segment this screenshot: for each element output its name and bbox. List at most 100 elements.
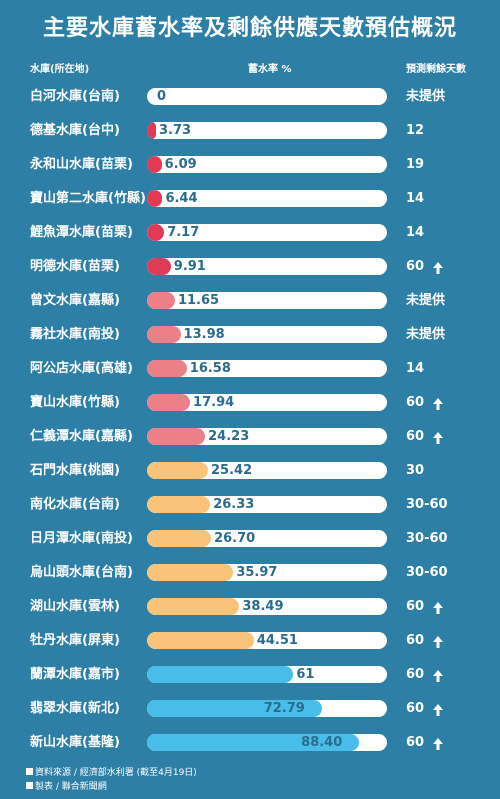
chart-row: 寶山水庫(竹縣) 17.94 60 [0, 386, 500, 420]
bar-track [147, 496, 387, 513]
data-label: 6.44 [165, 191, 198, 206]
bar [147, 258, 171, 275]
chart-row: 曾文水庫(嘉縣) 11.65 未提供 [0, 284, 500, 318]
data-label: 11.65 [177, 293, 220, 308]
chart-row: 南化水庫(台南) 26.33 30-60 [0, 488, 500, 522]
remaining-days: 30 [406, 463, 425, 478]
chart-title: 主要水庫蓄水率及剩餘供應天數預估概況 [42, 16, 457, 41]
remaining-days: 60 [406, 599, 425, 614]
data-label: 88.40 [301, 735, 343, 750]
data-label: 3.73 [159, 123, 192, 138]
bar [147, 700, 322, 717]
remaining-days: 60 [406, 259, 425, 274]
remaining-days: 未提供 [406, 327, 446, 342]
chart-row: 烏山頭水庫(台南) 35.97 30-60 [0, 556, 500, 590]
bar-track [147, 292, 387, 309]
chart-row: 白河水庫(台南) 0 未提供 [0, 80, 500, 114]
chart-row: 石門水庫(桃園) 25.42 30 [0, 454, 500, 488]
header-reservoir: 水庫(所在地) [30, 64, 90, 75]
chart-row: 霧社水庫(南投) 13.98 未提供 [0, 318, 500, 352]
data-label: 13.98 [183, 327, 225, 342]
bar [147, 360, 187, 377]
remaining-days: 60 [406, 395, 425, 410]
bar [147, 428, 206, 445]
category-label: 南化水庫(台南) [30, 497, 120, 512]
remaining-days: 60 [406, 735, 425, 750]
remaining-days: 19 [406, 157, 425, 172]
data-label: 61 [296, 667, 315, 682]
category-label: 白河水庫(台南) [30, 89, 120, 104]
category-label: 烏山頭水庫(台南) [30, 565, 133, 580]
bar [147, 496, 211, 513]
bar [147, 462, 208, 479]
remaining-days: 14 [406, 191, 425, 206]
category-label: 曾文水庫(嘉縣) [30, 293, 120, 308]
bar-track [147, 564, 387, 581]
chart-row: 阿公店水庫(高雄) 16.58 14 [0, 352, 500, 386]
arrow-up-icon [433, 420, 443, 454]
category-label: 湖山水庫(雲林) [30, 599, 120, 614]
chart-row: 翡翠水庫(新北) 72.79 60 [0, 692, 500, 726]
data-label: 38.49 [242, 599, 284, 614]
square-bullet-icon [26, 782, 33, 789]
data-label: 25.42 [211, 463, 253, 478]
chart-row: 永和山水庫(苗栗) 6.09 19 [0, 148, 500, 182]
category-label: 牡丹水庫(屏東) [30, 633, 120, 648]
category-label: 阿公店水庫(高雄) [30, 361, 133, 376]
bar [147, 632, 254, 649]
bar [147, 666, 294, 683]
data-label: 16.58 [189, 361, 231, 376]
credit-text: 製表 / 聯合新聞網 [35, 782, 107, 792]
bar-track [147, 190, 387, 207]
data-label: 0 [157, 89, 167, 104]
bar-track [147, 700, 387, 717]
remaining-days: 未提供 [406, 293, 446, 308]
category-label: 蘭潭水庫(嘉市) [30, 667, 120, 682]
bar-track [147, 530, 387, 547]
category-label: 日月潭水庫(南投) [30, 531, 133, 546]
remaining-days: 30-60 [406, 531, 448, 546]
arrow-up-icon [433, 692, 443, 726]
data-label: 6.09 [164, 157, 197, 172]
remaining-days: 30-60 [406, 565, 448, 580]
bar-track [147, 326, 387, 343]
bar [147, 224, 165, 241]
bar [147, 394, 191, 411]
bar-track [147, 156, 387, 173]
header-days: 預測剩餘天數 [406, 64, 466, 75]
bar-track [147, 88, 387, 105]
category-label: 仁義潭水庫(嘉縣) [30, 429, 133, 444]
chart-row: 寶山第二水庫(竹縣) 6.44 14 [0, 182, 500, 216]
category-label: 明德水庫(苗栗) [30, 259, 120, 274]
bar-track [147, 394, 387, 411]
source-note: 資料來源 / 經濟部水利署 (截至4月19日) [26, 765, 197, 778]
remaining-days: 60 [406, 429, 425, 444]
bar [147, 598, 240, 615]
remaining-days: 30-60 [406, 497, 448, 512]
bar [147, 122, 156, 139]
remaining-days: 12 [406, 123, 425, 138]
bar-track [147, 598, 387, 615]
data-label: 7.17 [167, 225, 200, 240]
chart-row: 牡丹水庫(屏東) 44.51 60 [0, 624, 500, 658]
remaining-days: 14 [406, 225, 425, 240]
bar-track [147, 666, 387, 683]
chart-row: 德基水庫(台中) 3.73 12 [0, 114, 500, 148]
arrow-up-icon [433, 590, 443, 624]
chart-row: 鯉魚潭水庫(苗栗) 7.17 14 [0, 216, 500, 250]
chart-row: 湖山水庫(雲林) 38.49 60 [0, 590, 500, 624]
data-label: 24.23 [208, 429, 250, 444]
chart-row: 新山水庫(基隆) 88.40 60 [0, 726, 500, 760]
remaining-days: 60 [406, 667, 425, 682]
category-label: 永和山水庫(苗栗) [30, 157, 133, 172]
data-label: 72.79 [263, 701, 305, 716]
bar-track [147, 462, 387, 479]
bar [147, 190, 163, 207]
data-label: 9.91 [173, 259, 206, 274]
category-label: 德基水庫(台中) [30, 123, 120, 138]
remaining-days: 14 [406, 361, 425, 376]
chart-row: 明德水庫(苗栗) 9.91 60 [0, 250, 500, 284]
bar-track [147, 258, 387, 275]
arrow-up-icon [433, 250, 443, 284]
bar-track [147, 428, 387, 445]
